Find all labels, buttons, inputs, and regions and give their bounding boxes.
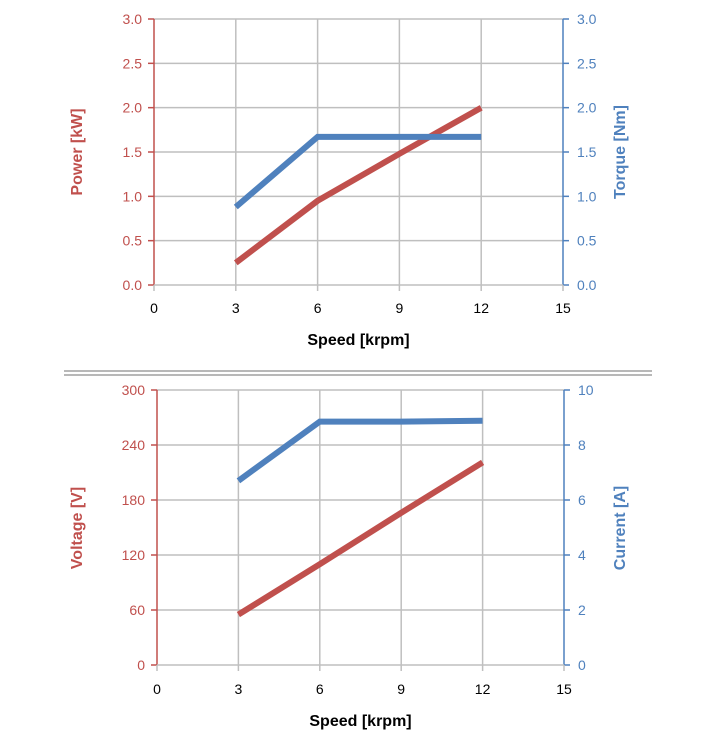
left-axis-series-line xyxy=(236,459,485,618)
right-y-tick-label: 0 xyxy=(578,657,586,673)
left-y-axis-title: Voltage [V] xyxy=(69,487,86,569)
left-y-tick-label: 2.0 xyxy=(123,100,143,116)
right-axis-series-line xyxy=(233,133,482,210)
x-tick-label: 9 xyxy=(397,681,405,697)
right-y-tick-label: 3.0 xyxy=(577,11,597,27)
left-y-tick-label: 1.0 xyxy=(123,188,143,204)
left-y-tick-label: 60 xyxy=(129,602,145,618)
x-tick-label: 15 xyxy=(555,300,571,316)
right-y-axis-title: Current [A] xyxy=(612,486,629,570)
x-tick-label: 3 xyxy=(232,300,240,316)
x-tick-label: 15 xyxy=(556,681,572,697)
right-y-tick-label: 6 xyxy=(578,492,586,508)
right-y-tick-label: 10 xyxy=(578,382,594,398)
x-tick-label: 12 xyxy=(475,681,491,697)
right-y-tick-label: 2.0 xyxy=(577,100,597,116)
x-tick-label: 6 xyxy=(316,681,324,697)
x-tick-label: 12 xyxy=(473,300,489,316)
right-y-tick-label: 4 xyxy=(578,547,586,563)
right-y-tick-label: 1.0 xyxy=(577,188,597,204)
right-y-tick-label: 0.5 xyxy=(577,233,597,249)
x-tick-label: 9 xyxy=(396,300,404,316)
right-axis-series-line xyxy=(236,417,483,484)
left-y-tick-label: 0 xyxy=(137,657,145,673)
gridlines xyxy=(154,18,563,285)
left-y-tick-label: 2.5 xyxy=(123,55,143,71)
x-tick-label: 0 xyxy=(150,300,158,316)
left-y-tick-label: 1.5 xyxy=(123,144,143,160)
x-tick-label: 0 xyxy=(153,681,161,697)
left-y-tick-label: 240 xyxy=(122,437,146,453)
x-axis-title: Speed [krpm] xyxy=(309,713,411,730)
left-y-tick-label: 3.0 xyxy=(123,11,143,27)
right-y-tick-label: 1.5 xyxy=(577,144,597,160)
right-y-tick-label: 2 xyxy=(578,602,586,618)
left-y-axis-title: Power [kW] xyxy=(69,108,86,195)
right-y-tick-label: 0.0 xyxy=(577,277,597,293)
left-y-tick-label: 0.0 xyxy=(123,277,143,293)
right-y-tick-label: 2.5 xyxy=(577,55,597,71)
voltage-current-chart: 0 60 120 180 240 300 0 2 4 6 8 10 0 3 6 9 12 15 Speed [krp… xyxy=(69,382,629,730)
power-torque-chart: 0.0 0.5 1.0 1.5 2.0 2.5 3.0 0.0 0.5 1.0 1.5 2.0 2.5 3… xyxy=(69,11,629,349)
x-tick-label: 3 xyxy=(235,681,243,697)
left-y-tick-label: 0.5 xyxy=(123,233,143,249)
left-y-tick-label: 120 xyxy=(122,547,146,563)
left-y-tick-label: 180 xyxy=(122,492,146,508)
x-tick-label: 6 xyxy=(314,300,322,316)
x-axis-title: Speed [krpm] xyxy=(307,332,409,349)
gridlines xyxy=(157,389,564,665)
chart-separator xyxy=(64,370,652,376)
right-y-tick-label: 8 xyxy=(578,437,586,453)
left-y-tick-label: 300 xyxy=(122,382,146,398)
left-axis-series-line xyxy=(233,105,483,266)
right-y-axis-title: Torque [Nm] xyxy=(612,105,629,199)
